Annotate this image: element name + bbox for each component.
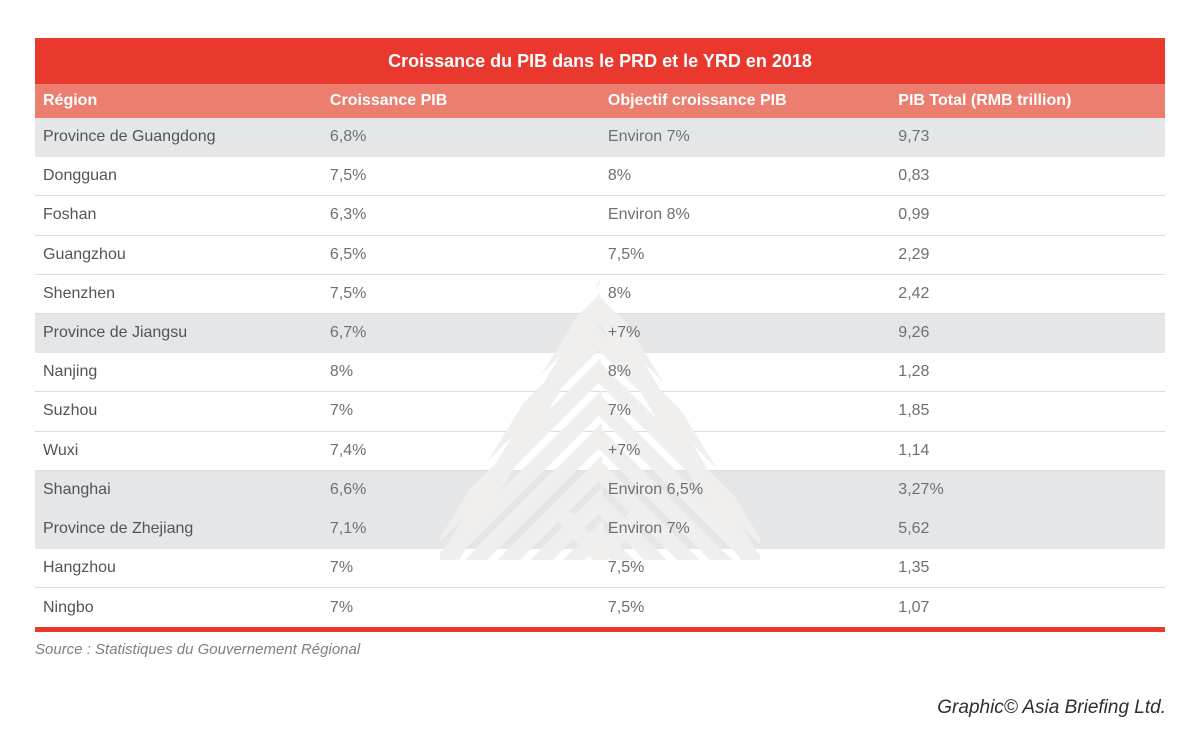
growth-target-cell: 7% (607, 402, 632, 420)
region-cell: Wuxi (43, 441, 79, 459)
growth-cell: 7% (329, 598, 354, 616)
growth-cell: 6,3% (329, 206, 367, 224)
growth-cell: 7,5% (329, 167, 367, 185)
column-header-region: Région (43, 92, 98, 109)
growth-cell: 7,4% (329, 441, 367, 459)
table-row: Province de Zhejiang 7,1% Environ 7% 5,6… (35, 509, 1165, 550)
growth-target-cell: 7,5% (607, 559, 645, 577)
table-row: Guangzhou 6,5% 7,5% 2,29 (35, 235, 1165, 275)
growth-cell: 6,6% (329, 480, 367, 498)
region-cell: Province de Guangdong (43, 128, 216, 146)
table-row: Hangzhou 7% 7,5% 1,35 (35, 549, 1165, 589)
gdp-total-cell: 1,07 (898, 598, 930, 616)
table-row: Province de Guangdong 6,8% Environ 7% 9,… (35, 118, 1165, 158)
growth-target-cell: 8% (607, 363, 632, 381)
growth-target-cell: Environ 8% (607, 206, 690, 224)
growth-cell: 7,5% (329, 284, 367, 302)
gdp-total-cell: 0,83 (898, 167, 930, 185)
growth-target-cell: 8% (607, 284, 632, 302)
table-row: Foshan 6,3% Environ 8% 0,99 (35, 196, 1165, 236)
region-cell: Province de Jiangsu (43, 324, 188, 342)
table-bottom-rule (35, 627, 1165, 633)
growth-target-cell: Environ 6,5% (607, 480, 704, 498)
table-row: Province de Jiangsu 6,7% +7% 9,26 (35, 313, 1165, 354)
growth-cell: 7,1% (329, 519, 367, 537)
region-cell: Ningbo (43, 598, 94, 616)
growth-cell: 6,5% (329, 245, 367, 263)
growth-target-cell: Environ 7% (607, 128, 690, 146)
gdp-total-cell: 1,28 (898, 363, 930, 381)
table-row: Dongguan 7,5% 8% 0,83 (35, 157, 1165, 197)
gdp-total-cell: 3,27% (898, 480, 944, 498)
gdp-total-cell: 9,73 (898, 128, 930, 146)
growth-target-cell: 7,5% (607, 245, 645, 263)
gdp-total-cell: 2,29 (898, 245, 930, 263)
growth-cell: 6,8% (329, 128, 367, 146)
table-row: Suzhou 7% 7% 1,85 (35, 392, 1165, 432)
growth-target-cell: 8% (607, 167, 632, 185)
table-row: Ningbo 7% 7,5% 1,07 (35, 588, 1165, 628)
gdp-total-cell: 5,62 (898, 519, 930, 537)
growth-target-cell: +7% (607, 441, 641, 459)
gdp-total-cell: 1,14 (898, 441, 930, 459)
table-row: Wuxi 7,4% +7% 1,14 (35, 431, 1165, 471)
growth-cell: 7% (329, 559, 354, 577)
column-header-growth: Croissance PIB (329, 92, 448, 109)
column-header-target: Objectif croissance PIB (607, 92, 787, 109)
growth-cell: 6,7% (329, 324, 367, 342)
table-title: Croissance du PIB dans le PRD et le YRD … (35, 38, 1165, 84)
region-cell: Shanghai (43, 480, 111, 498)
region-cell: Province de Zhejiang (43, 519, 194, 537)
region-cell: Shenzhen (43, 284, 116, 302)
region-cell: Hangzhou (43, 559, 116, 577)
growth-cell: 7% (329, 402, 354, 420)
region-cell: Suzhou (43, 402, 98, 420)
graphic-credit: Graphic© Asia Briefing Ltd. (937, 697, 1166, 718)
region-cell: Foshan (43, 206, 97, 224)
gdp-total-cell: 0,99 (898, 206, 930, 224)
growth-cell: 8% (329, 363, 354, 381)
table-row: Shenzhen 7,5% 8% 2,42 (35, 274, 1165, 314)
source-note: Source : Statistiques du Gouvernement Ré… (35, 641, 361, 658)
growth-target-cell: 7,5% (607, 598, 645, 616)
gdp-table: Croissance du PIB dans le PRD et le YRD … (35, 38, 1165, 633)
gdp-total-cell: 9,26 (898, 324, 930, 342)
gdp-total-cell: 1,35 (898, 559, 930, 577)
gdp-total-cell: 1,85 (898, 402, 930, 420)
growth-target-cell: +7% (607, 324, 641, 342)
table-row: Shanghai 6,6% Environ 6,5% 3,27% (35, 470, 1165, 510)
region-cell: Nanjing (43, 363, 98, 381)
column-header-gdp-total: PIB Total (RMB trillion) (898, 92, 1072, 109)
table-header-row: Région Croissance PIB Objectif croissanc… (35, 84, 1165, 118)
table-body: Province de Guangdong 6,8% Environ 7% 9,… (35, 118, 1165, 628)
growth-target-cell: Environ 7% (607, 519, 690, 537)
table-row: Nanjing 8% 8% 1,28 (35, 353, 1165, 393)
gdp-total-cell: 2,42 (898, 284, 930, 302)
region-cell: Guangzhou (43, 245, 126, 263)
region-cell: Dongguan (43, 167, 117, 185)
